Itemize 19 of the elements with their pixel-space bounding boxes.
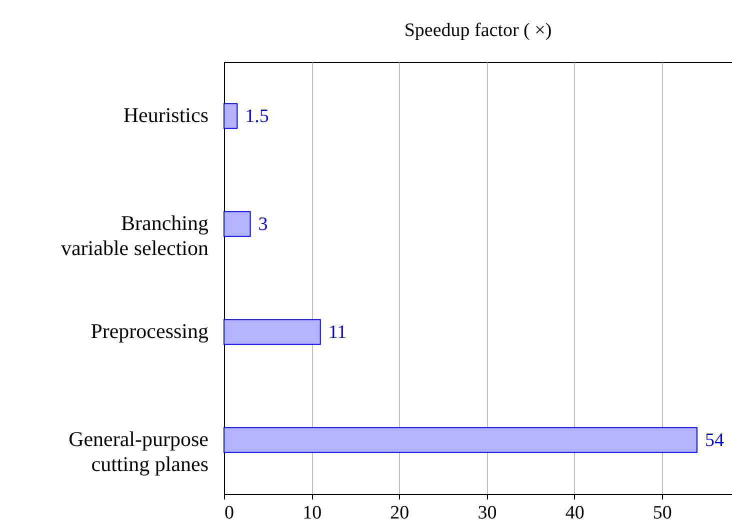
y-tick-label: Heuristics xyxy=(123,103,208,127)
bar xyxy=(224,211,251,237)
bar xyxy=(224,103,238,129)
x-tick-label: 30 xyxy=(478,502,497,524)
data-label: 11 xyxy=(328,322,347,343)
x-tick-label: 40 xyxy=(565,502,584,524)
x-tick-label: 10 xyxy=(302,502,322,524)
x-tick-label: 20 xyxy=(390,502,410,524)
bar xyxy=(224,319,321,345)
y-tick-label: Branching variable selection xyxy=(60,211,209,260)
x-tick-label: 0 xyxy=(224,502,234,524)
x-tick-label: 50 xyxy=(652,502,672,524)
data-label: 54 xyxy=(704,430,724,451)
y-tick-label: General-purpose cutting planes xyxy=(68,427,208,476)
chart-title: Speedup factor ( ×) xyxy=(404,20,552,41)
y-tick-label: Preprocessing xyxy=(90,319,209,343)
data-label: 3 xyxy=(258,214,268,235)
data-label: 1.5 xyxy=(245,106,269,127)
bar xyxy=(224,427,698,453)
